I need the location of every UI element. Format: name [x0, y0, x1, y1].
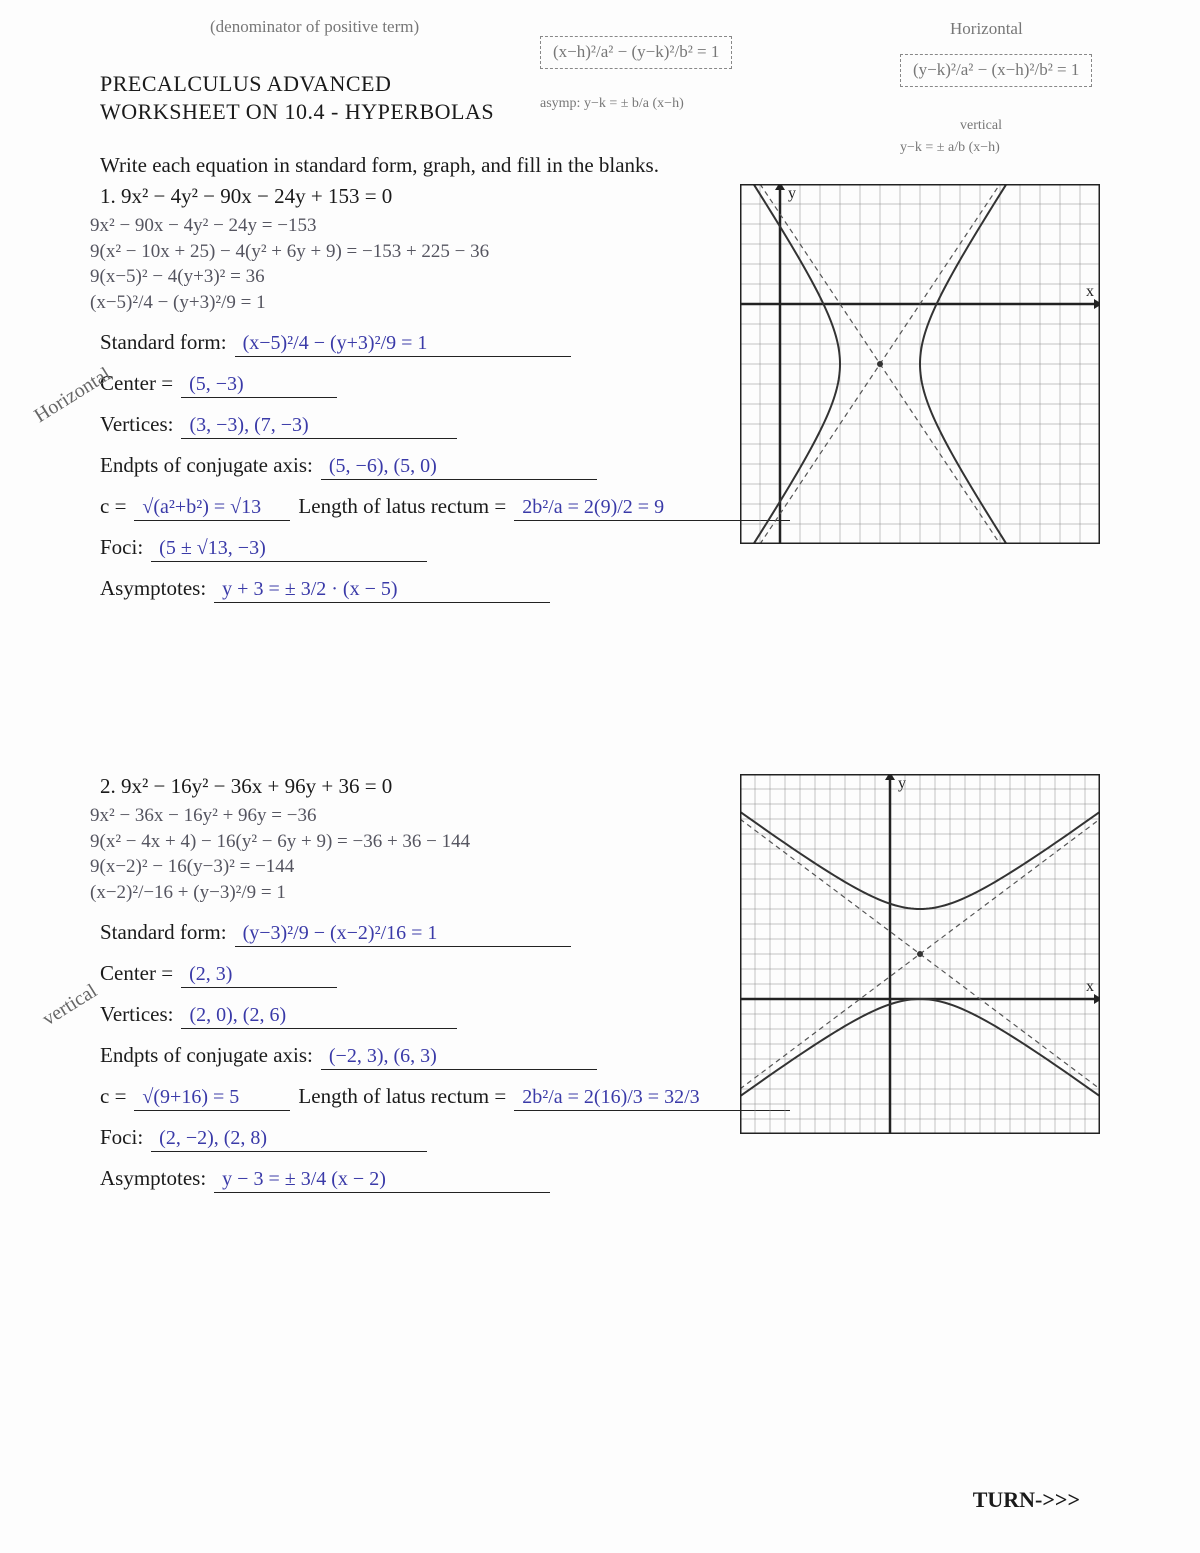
label-asym: Asymptotes:: [100, 576, 206, 601]
label-std: Standard form:: [100, 920, 227, 945]
formula-asym-vertical: y−k = ± a/b (x−h): [900, 140, 1000, 155]
label-latus: Length of latus rectum =: [298, 494, 506, 519]
problem-number: 1.: [100, 184, 116, 208]
label-asym: Asymptotes:: [100, 1166, 206, 1191]
ans-c-1: √(a²+b²) = √13: [134, 496, 290, 521]
problem-number: 2.: [100, 774, 116, 798]
ans-foci-2: (2, −2), (2, 8): [151, 1127, 427, 1152]
label-vertices: Vertices:: [100, 1002, 173, 1027]
formula-box-vertical: (y−k)²/a² − (x−h)²/b² = 1: [900, 54, 1092, 87]
ans-c-2: √(9+16) = 5: [134, 1086, 290, 1111]
label-foci: Foci:: [100, 535, 143, 560]
ans-center-2: (2, 3): [181, 963, 337, 988]
formula-sub-vertical: vertical: [960, 118, 1002, 133]
row-asym-2: Asymptotes: y − 3 = ± 3/4 (x − 2): [100, 1166, 1100, 1193]
label-std: Standard form:: [100, 330, 227, 355]
ans-vertices-1: (3, −3), (7, −3): [181, 414, 457, 439]
ans-endpts-1: (5, −6), (5, 0): [321, 455, 597, 480]
graph-2: xy: [740, 774, 1100, 1134]
ans-asym-2: y − 3 = ± 3/4 (x − 2): [214, 1168, 550, 1193]
label-vertices: Vertices:: [100, 412, 173, 437]
ans-center-1: (5, −3): [181, 373, 337, 398]
side-note-2: vertical: [38, 980, 101, 1031]
label-foci: Foci:: [100, 1125, 143, 1150]
label-endpts: Endpts of conjugate axis:: [100, 1043, 313, 1068]
scribble-left: (denominator of positive term): [210, 18, 419, 37]
row-asym-1: Asymptotes: y + 3 = ± 3/2 · (x − 5): [100, 576, 1100, 603]
svg-text:x: x: [1086, 978, 1094, 995]
ans-asym-1: y + 3 = ± 3/2 · (x − 5): [214, 578, 550, 603]
ans-endpts-2: (−2, 3), (6, 3): [321, 1045, 597, 1070]
ans-foci-1: (5 ± √13, −3): [151, 537, 427, 562]
instruction-text: Write each equation in standard form, gr…: [100, 153, 1100, 178]
label-center: Center =: [100, 961, 173, 986]
ans-std-2: (y−3)²/9 − (x−2)²/16 = 1: [235, 922, 571, 947]
label-endpts: Endpts of conjugate axis:: [100, 453, 313, 478]
turn-indicator: TURN->>>: [973, 1487, 1080, 1513]
ans-vertices-2: (2, 0), (2, 6): [181, 1004, 457, 1029]
ans-std-1: (x−5)²/4 − (y+3)²/9 = 1: [235, 332, 571, 357]
problem-eqn-text: 9x² − 4y² − 90x − 24y + 153 = 0: [121, 184, 392, 208]
label-c: c =: [100, 494, 126, 519]
svg-text:x: x: [1086, 283, 1094, 300]
svg-text:y: y: [788, 185, 796, 202]
label-latus: Length of latus rectum =: [298, 1084, 506, 1109]
formula-box-horizontal: (x−h)²/a² − (y−k)²/b² = 1: [540, 36, 732, 69]
graph-1: xy: [740, 184, 1100, 544]
problem-1: 1. 9x² − 4y² − 90x − 24y + 153 = 0 9x² −…: [100, 184, 1100, 724]
label-horizontal: Horizontal: [950, 20, 1023, 39]
problem-eqn-text: 9x² − 16y² − 36x + 96y + 36 = 0: [121, 774, 392, 798]
worksheet-page: (denominator of positive term) (x−h)²/a²…: [0, 0, 1200, 1553]
label-c: c =: [100, 1084, 126, 1109]
svg-text:y: y: [898, 775, 906, 792]
problem-2: 2. 9x² − 16y² − 36x + 96y + 36 = 0 9x² −…: [100, 774, 1100, 1334]
formula-sub-horizontal: asymp: y−k = ± b/a (x−h): [540, 96, 684, 111]
